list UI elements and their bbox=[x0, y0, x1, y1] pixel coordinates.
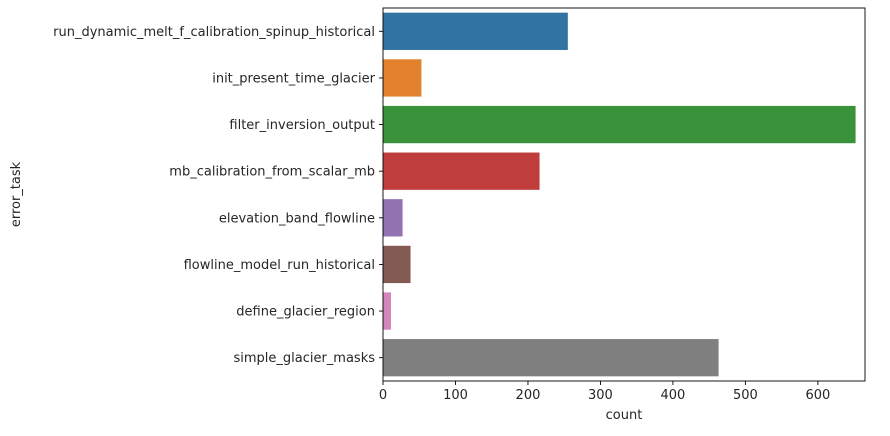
bar-simple-glacier-masks bbox=[383, 339, 719, 377]
x-tick-label: 200 bbox=[516, 388, 541, 403]
x-tick-label: 0 bbox=[379, 388, 387, 403]
x-tick-label: 100 bbox=[443, 388, 468, 403]
plot-frame bbox=[382, 7, 866, 382]
bars-layer bbox=[383, 12, 856, 377]
y-tick-label: simple_glacier_masks bbox=[233, 351, 375, 366]
x-axis-ticks: 0 100 200 300 400 500 600 bbox=[379, 381, 830, 403]
bar-init-present-time-glacier bbox=[383, 59, 422, 97]
x-tick-label: 400 bbox=[661, 388, 686, 403]
bar-elevation-band-flowline bbox=[383, 199, 403, 237]
y-tick-label: flowline_model_run_historical bbox=[184, 258, 375, 273]
x-tick-label: 600 bbox=[805, 388, 830, 403]
x-tick-label: 300 bbox=[588, 388, 613, 403]
y-axis-label: error_task bbox=[9, 161, 24, 227]
y-tick-label: init_present_time_glacier bbox=[212, 71, 375, 86]
bar-run-dynamic-melt-f-calibration-spinup-historical bbox=[383, 12, 568, 50]
bar-define-glacier-region bbox=[383, 292, 391, 330]
bar-mb-calibration-from-scalar-mb bbox=[383, 152, 540, 190]
y-axis-ticks: run_dynamic_melt_f_calibration_spinup_hi… bbox=[53, 25, 383, 366]
bar-flowline-model-run-historical bbox=[383, 245, 411, 284]
y-tick-label: run_dynamic_melt_f_calibration_spinup_hi… bbox=[53, 25, 375, 40]
y-tick-label: filter_inversion_output bbox=[229, 118, 375, 133]
y-tick-label: define_glacier_region bbox=[236, 305, 375, 320]
y-tick-label: mb_calibration_from_scalar_mb bbox=[169, 165, 375, 180]
y-tick-label: elevation_band_flowline bbox=[219, 211, 375, 226]
x-axis-label: count bbox=[606, 408, 643, 423]
x-tick-label: 500 bbox=[733, 388, 758, 403]
bar-filter-inversion-output bbox=[383, 105, 856, 144]
